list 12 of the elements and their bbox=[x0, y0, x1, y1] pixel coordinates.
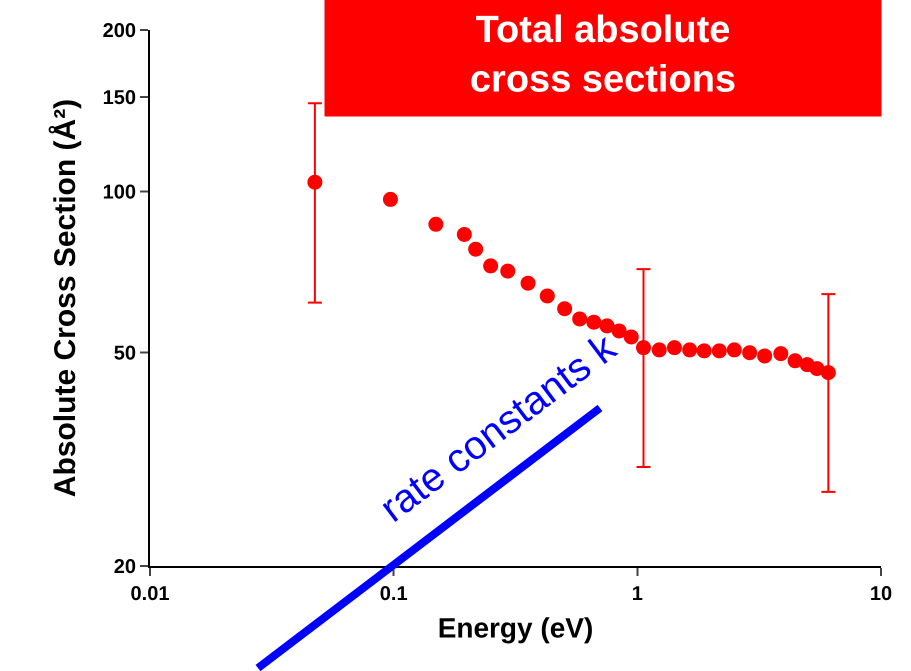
chart-title: Total absolute cross sections bbox=[470, 9, 736, 100]
x-axis-title: Energy (eV) bbox=[438, 612, 594, 644]
y-tick-label: 150 bbox=[102, 86, 136, 109]
y-axis-title: Absolute Cross Section (Å²) bbox=[48, 98, 82, 498]
x-tick-label: 0.1 bbox=[380, 583, 408, 605]
y-tick-label: 200 bbox=[102, 20, 136, 42]
x-tick-label: 10 bbox=[870, 583, 892, 605]
y-tick-label: 20 bbox=[114, 556, 136, 578]
x-tick-label: 1 bbox=[632, 583, 643, 605]
x-tick-label: 0.01 bbox=[130, 583, 170, 605]
y-tick-label: 100 bbox=[102, 181, 136, 204]
y-tick-label: 50 bbox=[114, 342, 136, 365]
